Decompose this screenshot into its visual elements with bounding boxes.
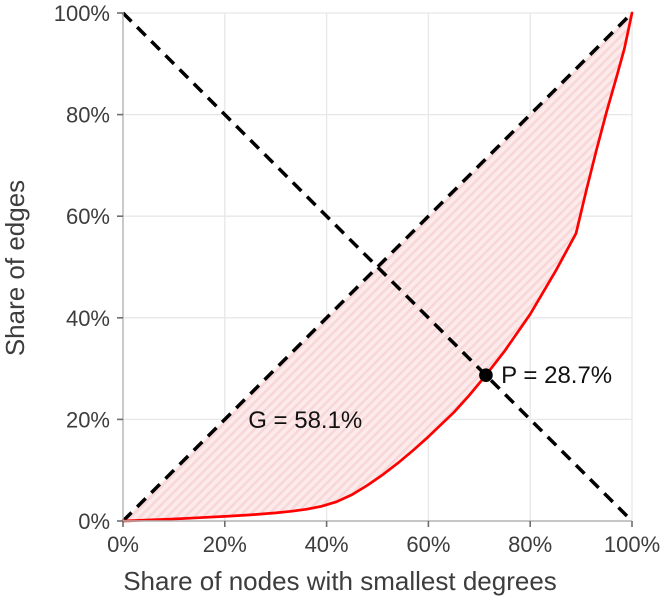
- point-P-annotation: P = 28.7%: [501, 362, 612, 389]
- lorenz-curve: [121, 11, 634, 523]
- y-tick-label-20: 20%: [66, 407, 110, 432]
- x-tick-label-20: 20%: [203, 532, 247, 557]
- y-tick-label-80: 80%: [66, 103, 110, 128]
- y-axis-tick-labels: 0% 20% 40% 60% 80% 100%: [54, 1, 110, 534]
- y-tick-label-0: 0%: [78, 509, 110, 534]
- x-axis-tick-labels: 0% 20% 40% 60% 80% 100%: [107, 532, 660, 557]
- x-tick-label-0: 0%: [107, 532, 139, 557]
- point-P-marker: [479, 368, 493, 383]
- x-axis-label: Share of nodes with smallest degrees: [123, 566, 557, 596]
- y-tick-label-60: 60%: [66, 204, 110, 229]
- y-tick-label-100: 100%: [54, 1, 110, 26]
- x-tick-label-80: 80%: [508, 532, 552, 557]
- x-tick-label-60: 60%: [406, 532, 450, 557]
- y-axis-label: Share of edges: [0, 180, 30, 356]
- x-tick-label-40: 40%: [305, 532, 349, 557]
- y-tick-label-40: 40%: [66, 306, 110, 331]
- x-tick-label-100: 100%: [604, 532, 660, 557]
- axes: [117, 12, 633, 527]
- gini-area-hatch: [123, 13, 632, 521]
- gini-value-annotation: G = 58.1%: [248, 407, 362, 434]
